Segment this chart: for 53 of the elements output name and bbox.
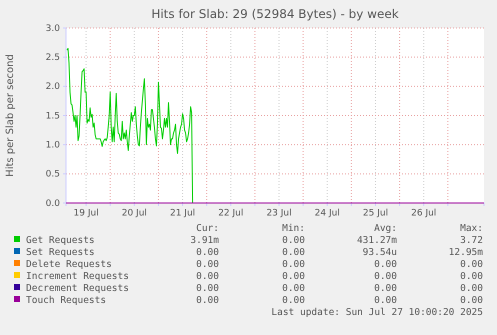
text: 3.72	[460, 235, 483, 246]
text: 0.00	[282, 283, 306, 294]
text: 431.27m	[356, 235, 398, 246]
legend-label: Touch Requests	[26, 295, 106, 306]
text: Min:	[282, 223, 305, 234]
text: Cur:	[196, 223, 219, 234]
legend-label: Set Requests	[26, 247, 95, 258]
legend-label: Get Requests	[26, 235, 95, 246]
y-tick-label: 1.0	[46, 140, 60, 151]
x-tick-label: 22 Jul	[218, 208, 244, 218]
text: 0.00	[374, 283, 398, 294]
text: Avg:	[374, 223, 397, 234]
text: 3.91m	[190, 235, 220, 246]
text: 0.00	[196, 271, 220, 282]
text: 0.00	[374, 271, 398, 282]
text: 0.00	[374, 259, 398, 270]
text: Last update: Sun Jul 27 10:00:20 2025	[271, 307, 483, 318]
text: Max:	[460, 223, 483, 234]
y-tick-label: 3.0	[46, 24, 60, 34]
legend-label: Increment Requests	[26, 271, 129, 282]
y-axis-title: Hits per Slab per second	[5, 54, 16, 177]
x-tick-label: 20 Jul	[122, 208, 147, 218]
x-tick-label: 23 Jul	[266, 208, 292, 218]
text: 0.00	[196, 259, 220, 270]
x-tick-label: 19 Jul	[74, 208, 99, 218]
text: 12.95m	[448, 247, 484, 258]
text: 0.00	[460, 259, 484, 270]
y-tick-label: 1.5	[46, 111, 60, 122]
text: 0.00	[196, 283, 220, 294]
legend-label: Decrement Requests	[26, 283, 129, 294]
text: 0.00	[282, 235, 306, 246]
x-tick-label: 25 Jul	[362, 208, 388, 218]
y-tick-label: 2.0	[46, 82, 60, 92]
y-tick-label: 0.5	[46, 170, 60, 180]
x-tick-label: 24 Jul	[314, 208, 340, 218]
y-tick-label: 0.0	[46, 198, 60, 209]
text: 0.00	[282, 259, 306, 270]
text: 93.54u	[362, 247, 397, 258]
text: 0.00	[282, 271, 306, 282]
text: 0.00	[282, 295, 306, 306]
text: 0.00	[196, 247, 220, 258]
text: 0.00	[460, 295, 484, 306]
x-tick-label: 26 Jul	[411, 208, 436, 218]
text: 0.00	[460, 283, 484, 294]
chart-title: Hits for Slab: 29 (52984 Bytes) - by week	[151, 7, 399, 21]
text: 0.00	[460, 271, 484, 282]
legend-label: Delete Requests	[26, 259, 112, 270]
y-tick-label: 2.5	[46, 53, 60, 64]
text: 0.00	[374, 295, 398, 306]
x-tick-label: 21 Jul	[170, 208, 196, 218]
text: 0.00	[282, 247, 306, 258]
text: 0.00	[196, 295, 220, 306]
line-series	[66, 48, 194, 204]
